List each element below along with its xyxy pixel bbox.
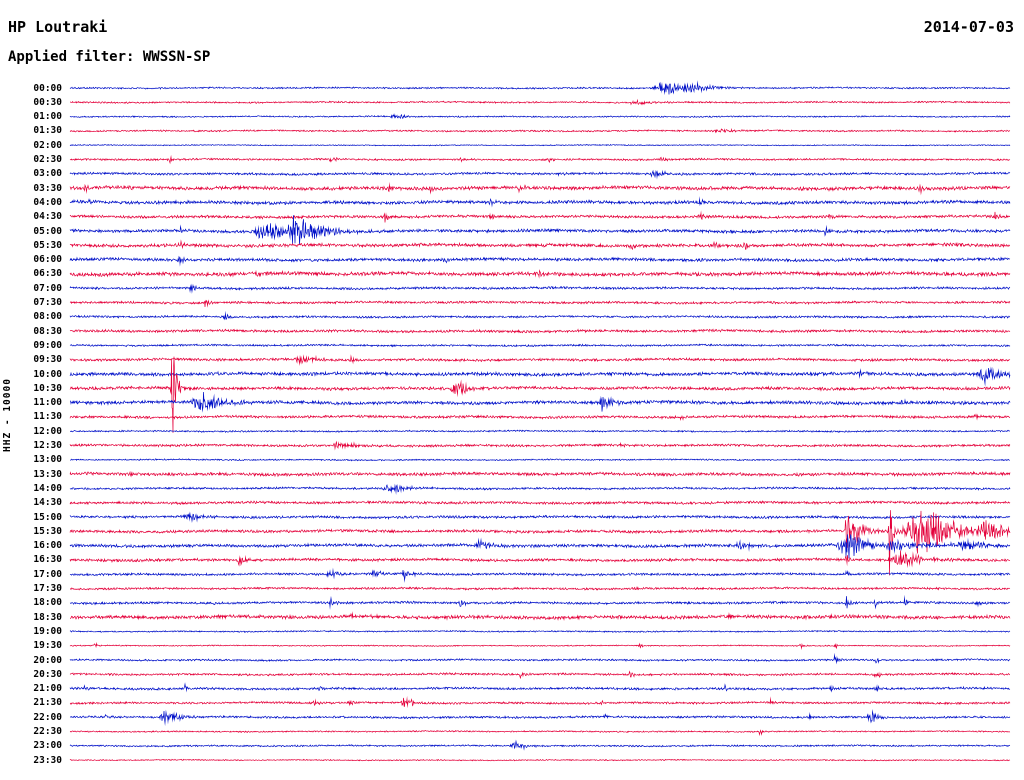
row-time-label: 22:00 <box>33 711 62 723</box>
row-time-label: 05:30 <box>33 239 62 251</box>
row-time-label: 07:30 <box>33 297 62 308</box>
row-time-label: 19:00 <box>33 625 62 637</box>
station-title: HP Loutraki <box>8 18 108 36</box>
row-time-label: 18:00 <box>33 597 62 609</box>
row-time-label: 03:00 <box>33 168 62 180</box>
row-time-label: 02:00 <box>33 139 62 151</box>
row-time-label: 15:30 <box>33 525 62 537</box>
row-time-label: 00:30 <box>33 96 62 108</box>
row-time-label: 20:00 <box>33 654 62 666</box>
row-time-label: 11:00 <box>33 397 62 409</box>
row-time-label: 06:30 <box>33 268 62 280</box>
row-time-label: 16:30 <box>33 554 62 566</box>
row-time-label: 09:00 <box>33 339 62 351</box>
row-time-label: 04:30 <box>33 211 62 223</box>
row-time-label: 23:30 <box>33 754 62 766</box>
record-date: 2014-07-03 <box>923 18 1014 36</box>
row-time-label: 18:30 <box>33 611 62 623</box>
row-time-label: 15:00 <box>33 511 62 523</box>
row-time-label: 21:00 <box>33 683 62 695</box>
row-time-label: 16:00 <box>33 540 62 552</box>
row-time-label: 07:00 <box>33 282 62 294</box>
row-time-label: 12:00 <box>33 425 62 437</box>
row-time-label: 02:30 <box>33 154 62 165</box>
row-time-label: 11:30 <box>33 411 62 423</box>
row-time-label: 00:00 <box>33 82 62 94</box>
row-time-label: 13:30 <box>33 468 62 480</box>
row-time-label: 01:30 <box>33 125 62 137</box>
row-time-label: 04:00 <box>33 196 62 208</box>
row-time-label: 21:30 <box>33 697 62 709</box>
row-time-label: 05:00 <box>33 225 62 237</box>
applied-filter-label: Applied filter: WWSSN-SP <box>8 49 211 65</box>
row-time-label: 08:30 <box>33 325 62 337</box>
row-time-label: 13:00 <box>33 454 62 466</box>
row-time-label: 20:30 <box>33 668 62 680</box>
row-time-label: 14:00 <box>33 482 62 494</box>
row-time-label: 19:30 <box>33 640 62 652</box>
row-time-label: 09:30 <box>33 354 62 366</box>
row-time-label: 23:00 <box>33 740 62 752</box>
row-time-label: 08:00 <box>33 311 62 323</box>
row-time-label: 22:30 <box>33 726 62 737</box>
row-time-label: 14:30 <box>33 497 62 509</box>
row-time-label: 01:00 <box>33 111 62 123</box>
row-time-label: 10:30 <box>33 382 62 394</box>
row-time-label: 17:30 <box>33 583 62 594</box>
row-time-label: 10:00 <box>33 368 62 380</box>
time-labels-column: 00:00 00:30 01:00 01:30 02:00 02:30 03:00 03:30… <box>0 0 64 780</box>
row-time-label: 12:30 <box>33 440 62 451</box>
row-time-label: 06:00 <box>33 254 62 266</box>
row-time-label: 17:00 <box>33 568 62 580</box>
row-time-label: 03:30 <box>33 182 62 194</box>
